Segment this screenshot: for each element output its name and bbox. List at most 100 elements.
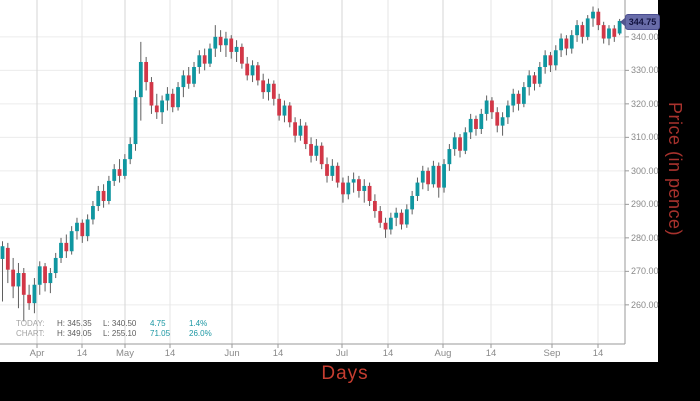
candle-body — [282, 105, 287, 116]
candle-body — [575, 25, 579, 36]
summary-today-percent: 1.4% — [189, 319, 208, 328]
y-tick-label: 270.00 — [631, 266, 659, 277]
candle-body — [149, 82, 154, 106]
candle-body — [101, 190, 106, 201]
candle-body — [117, 169, 122, 176]
candle-body — [5, 247, 10, 270]
summary-today-low: L: 340.50 — [103, 319, 137, 328]
candle-body — [75, 222, 79, 232]
y-tick-label: 300.00 — [631, 165, 659, 176]
candlestick-plot — [0, 0, 629, 348]
summary-chart-change: 71.05 — [150, 328, 171, 338]
candle-body — [564, 38, 569, 49]
candle-body — [468, 118, 473, 133]
y-tick-label: 340.00 — [631, 31, 659, 42]
candle-body — [383, 222, 388, 230]
candle-body — [53, 257, 58, 274]
candle-body — [516, 93, 521, 104]
candle-body — [319, 145, 324, 165]
candle-body — [410, 195, 415, 210]
candle-body — [80, 222, 85, 237]
x-axis-title: Days — [321, 363, 369, 384]
candle-body — [341, 182, 345, 195]
candle-body — [69, 231, 74, 252]
candle-body — [208, 48, 212, 64]
candle-body — [399, 212, 404, 225]
candle-body — [495, 112, 500, 126]
summary-today-change: 4.75 — [150, 319, 166, 328]
x-tick-label: Jul — [335, 348, 349, 359]
candle-body — [234, 46, 239, 52]
candle-body — [378, 211, 383, 223]
candle-body — [591, 11, 595, 19]
candle-body — [186, 75, 191, 84]
summary-panel: TODAY: H: 345.35 L: 340.50 4.75 1.4% CHA… — [16, 319, 223, 338]
candle-body — [21, 273, 26, 295]
candle-body — [85, 219, 90, 237]
x-tick-label: Aug — [434, 348, 452, 359]
candle-body — [32, 284, 37, 304]
x-tick-label: Jun — [224, 348, 240, 359]
candle-body — [463, 132, 468, 151]
candle-body — [91, 206, 95, 220]
summary-row-chart: CHART: H: 349.05 L: 255.10 71.05 26.0% — [16, 329, 223, 339]
candle-body — [138, 61, 143, 98]
x-tick-label: 14 — [164, 348, 176, 359]
candle-body — [420, 170, 425, 183]
x-tick-label: May — [116, 348, 134, 359]
y-tick-label: 260.00 — [631, 299, 659, 310]
summary-today-label: TODAY: — [16, 319, 45, 328]
summary-chart-high: H: 349.05 — [57, 328, 92, 338]
candle-body — [500, 117, 505, 126]
candle-body — [192, 67, 196, 84]
candle-body — [314, 145, 319, 156]
x-tick-label: 14 — [272, 348, 284, 359]
candle-body — [511, 93, 516, 106]
summary-today-high: H: 345.35 — [57, 319, 92, 328]
candle-body — [298, 125, 303, 136]
candle-body — [16, 273, 21, 287]
candle-body — [367, 185, 372, 201]
candle-body — [585, 18, 590, 37]
candle-body — [293, 122, 297, 136]
candle-body — [266, 83, 271, 93]
candle-body — [527, 75, 532, 88]
candle-body — [170, 93, 175, 108]
candle-body — [107, 180, 111, 201]
candle-body — [474, 118, 478, 129]
candle-body — [612, 28, 617, 37]
candle-body — [607, 28, 611, 39]
candle-body — [287, 105, 292, 123]
candle-body — [11, 269, 16, 287]
candle-body — [255, 65, 260, 81]
candle-body — [436, 165, 441, 188]
candle-body — [325, 164, 329, 176]
candle-body — [277, 98, 282, 116]
candle-body — [532, 75, 537, 84]
candle-body — [346, 182, 351, 195]
candle-body — [59, 242, 63, 258]
candle-body — [617, 20, 622, 34]
candle-body — [64, 242, 69, 252]
candle-body — [351, 179, 356, 183]
candle-body — [447, 149, 452, 165]
candle-body — [0, 246, 5, 259]
candle-body — [548, 55, 553, 66]
candle-body — [224, 38, 228, 46]
y-tick-label: 280.00 — [631, 232, 659, 243]
y-tick-label: 310.00 — [631, 132, 659, 143]
candle-body — [250, 65, 255, 76]
candle-body — [213, 36, 218, 49]
candle-body — [303, 125, 308, 145]
candle-body — [373, 201, 377, 212]
chart-panel: 340.00 330.00 320.00 310.00 300.00 290.00 280.… — [0, 0, 658, 362]
candle-body — [458, 137, 462, 151]
candle-body — [426, 170, 430, 185]
candle-body — [569, 35, 574, 49]
x-tick-label: 14 — [485, 348, 497, 359]
candle-body — [133, 97, 138, 145]
candle-body — [484, 100, 489, 114]
candle-body — [144, 61, 149, 83]
candle-body — [388, 217, 393, 230]
